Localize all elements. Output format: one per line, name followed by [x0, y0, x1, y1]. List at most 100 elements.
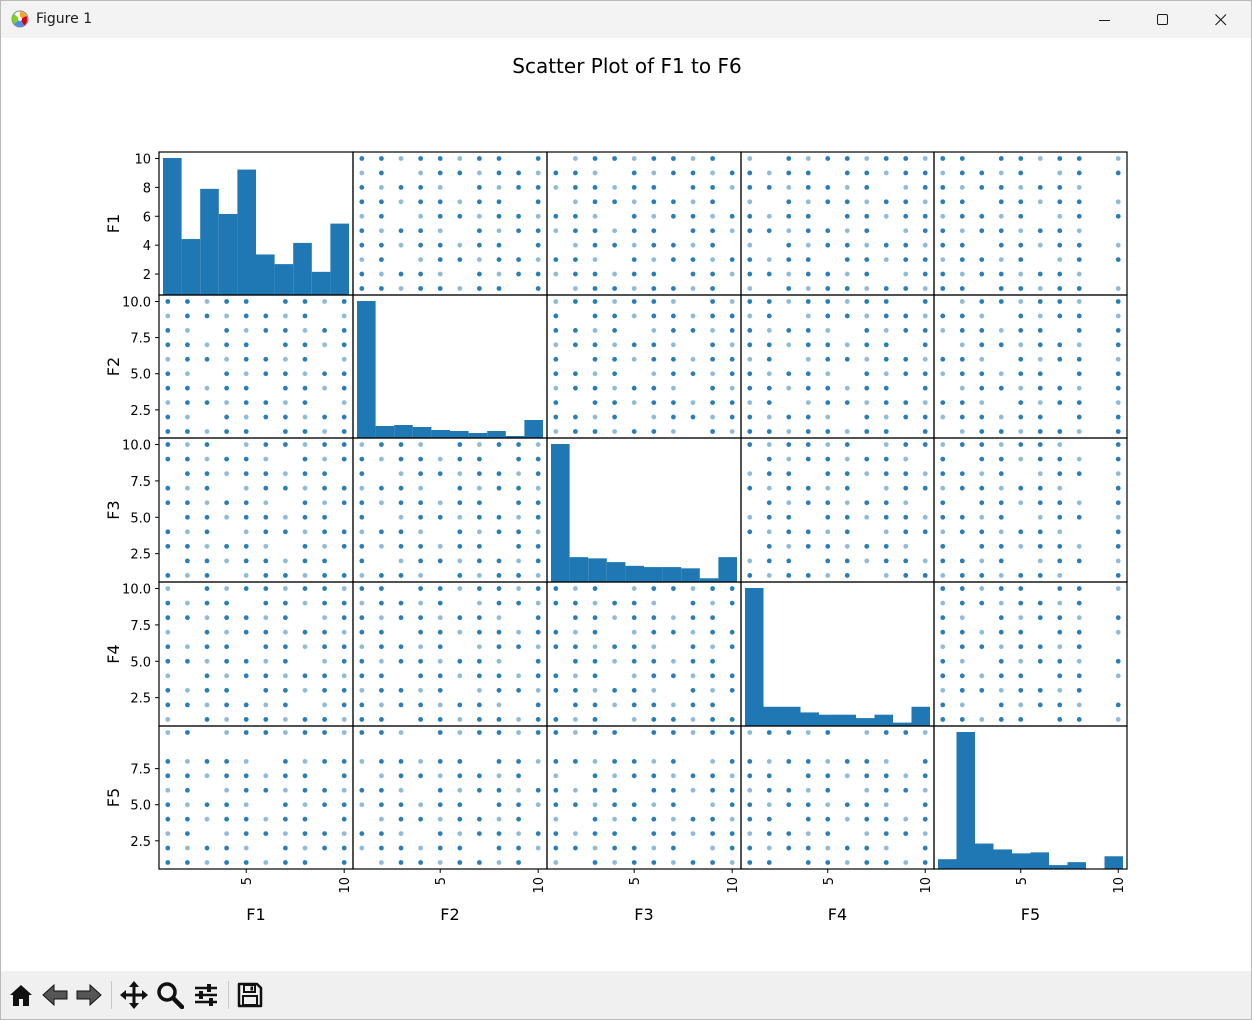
- scatter-point: [185, 327, 190, 333]
- scatter-point: [341, 802, 347, 808]
- scatter-point: [998, 429, 1004, 434]
- scatter-point: [903, 156, 909, 161]
- scatter-point: [573, 730, 578, 735]
- histogram-bar-f2: [487, 431, 506, 438]
- scatter-point: [747, 356, 753, 362]
- close-button[interactable]: [1192, 1, 1250, 38]
- scatter-point: [1037, 471, 1043, 477]
- zoom-button[interactable]: [154, 979, 186, 1011]
- scatter-point: [903, 573, 909, 578]
- scatter-point: [496, 730, 502, 735]
- scatter-point: [302, 529, 308, 535]
- scatter-point: [844, 500, 850, 506]
- scatter-point: [496, 213, 502, 219]
- scatter-point: [805, 213, 811, 219]
- scatter-point: [747, 442, 753, 447]
- maximize-button[interactable]: [1134, 1, 1192, 38]
- home-button[interactable]: [5, 979, 37, 1011]
- scatter-point: [535, 286, 541, 291]
- scatter-point: [786, 199, 792, 205]
- scatter-point: [437, 257, 443, 263]
- configure-subplots-button[interactable]: [190, 979, 222, 1011]
- scatter-point: [1057, 673, 1063, 679]
- scatter-point: [379, 629, 384, 635]
- scatter-point: [496, 271, 502, 277]
- scatter-point: [302, 471, 308, 477]
- scatter-point: [516, 758, 521, 764]
- scatter-point: [729, 228, 735, 234]
- scatter-point: [805, 327, 811, 333]
- scatter-point: [651, 228, 657, 234]
- scatter-point: [418, 286, 424, 291]
- magnifier-icon: [157, 982, 184, 1009]
- scatter-point: [979, 299, 985, 304]
- scatter-point: [496, 831, 502, 837]
- scatter-point: [573, 242, 578, 248]
- scatter-point: [729, 257, 735, 263]
- scatter-point: [553, 371, 559, 377]
- scatter-point: [535, 156, 541, 161]
- scatter-point: [940, 313, 946, 319]
- scatter-point: [359, 271, 365, 277]
- scatter-point: [710, 156, 715, 161]
- title-bar[interactable]: Figure 1: [1, 1, 1251, 38]
- scatter-point: [729, 845, 735, 851]
- scatter-point: [747, 313, 753, 319]
- scatter-point: [592, 773, 598, 779]
- scatter-point: [690, 356, 696, 362]
- scatter-point: [224, 615, 230, 621]
- scatter-point: [747, 802, 753, 808]
- scatter-point: [883, 342, 889, 348]
- scatter-point: [786, 758, 792, 764]
- scatter-point: [903, 831, 909, 837]
- scatter-point: [651, 400, 657, 406]
- scatter-point: [322, 529, 327, 535]
- scatter-point: [573, 658, 578, 664]
- scatter-point: [243, 313, 249, 319]
- scatter-point: [592, 313, 598, 319]
- scatter-point: [341, 500, 347, 506]
- scatter-point: [1057, 286, 1063, 291]
- scatter-point: [766, 730, 772, 735]
- scatter-point: [940, 629, 946, 635]
- scatter-point: [729, 400, 735, 406]
- save-button[interactable]: [234, 979, 266, 1011]
- scatter-point: [592, 673, 598, 679]
- scatter-point: [864, 400, 870, 406]
- scatter-point: [903, 543, 909, 549]
- scatter-point: [457, 471, 463, 477]
- scatter-point: [341, 442, 347, 447]
- scatter-point: [998, 500, 1004, 506]
- scatter-point: [922, 400, 928, 406]
- minimize-button[interactable]: [1076, 1, 1134, 38]
- scatter-point: [979, 356, 985, 362]
- scatter-point: [359, 573, 365, 578]
- scatter-point: [263, 356, 269, 362]
- figure-canvas[interactable]: Scatter Plot of F1 to F6 2 4 6 8 10 F1 2.5 5.0 7.…: [1, 38, 1251, 971]
- scatter-point: [864, 414, 870, 420]
- pan-button[interactable]: [118, 979, 150, 1011]
- scatter-point: [243, 558, 249, 564]
- scatter-point: [786, 371, 792, 377]
- scatter-point: [1076, 600, 1082, 606]
- scatter-point: [243, 860, 249, 865]
- scatter-point: [786, 242, 792, 248]
- scatter-point: [437, 816, 443, 822]
- scatter-point: [1018, 615, 1024, 621]
- back-button[interactable]: [39, 979, 71, 1011]
- forward-button[interactable]: [73, 979, 105, 1011]
- scatter-point: [573, 228, 578, 234]
- scatter-point: [322, 485, 327, 491]
- scatter-point: [535, 687, 541, 693]
- scatter-point: [302, 717, 308, 722]
- scatter-point: [766, 184, 772, 190]
- scatter-point: [631, 342, 637, 348]
- scatter-point: [979, 429, 985, 434]
- scatter-point: [185, 773, 190, 779]
- scatter-point: [1037, 356, 1043, 362]
- minimize-icon: [1099, 19, 1110, 21]
- scatter-point: [302, 860, 308, 865]
- scatter-point: [959, 400, 965, 406]
- scatter-point: [864, 199, 870, 205]
- scatter-point: [379, 199, 384, 205]
